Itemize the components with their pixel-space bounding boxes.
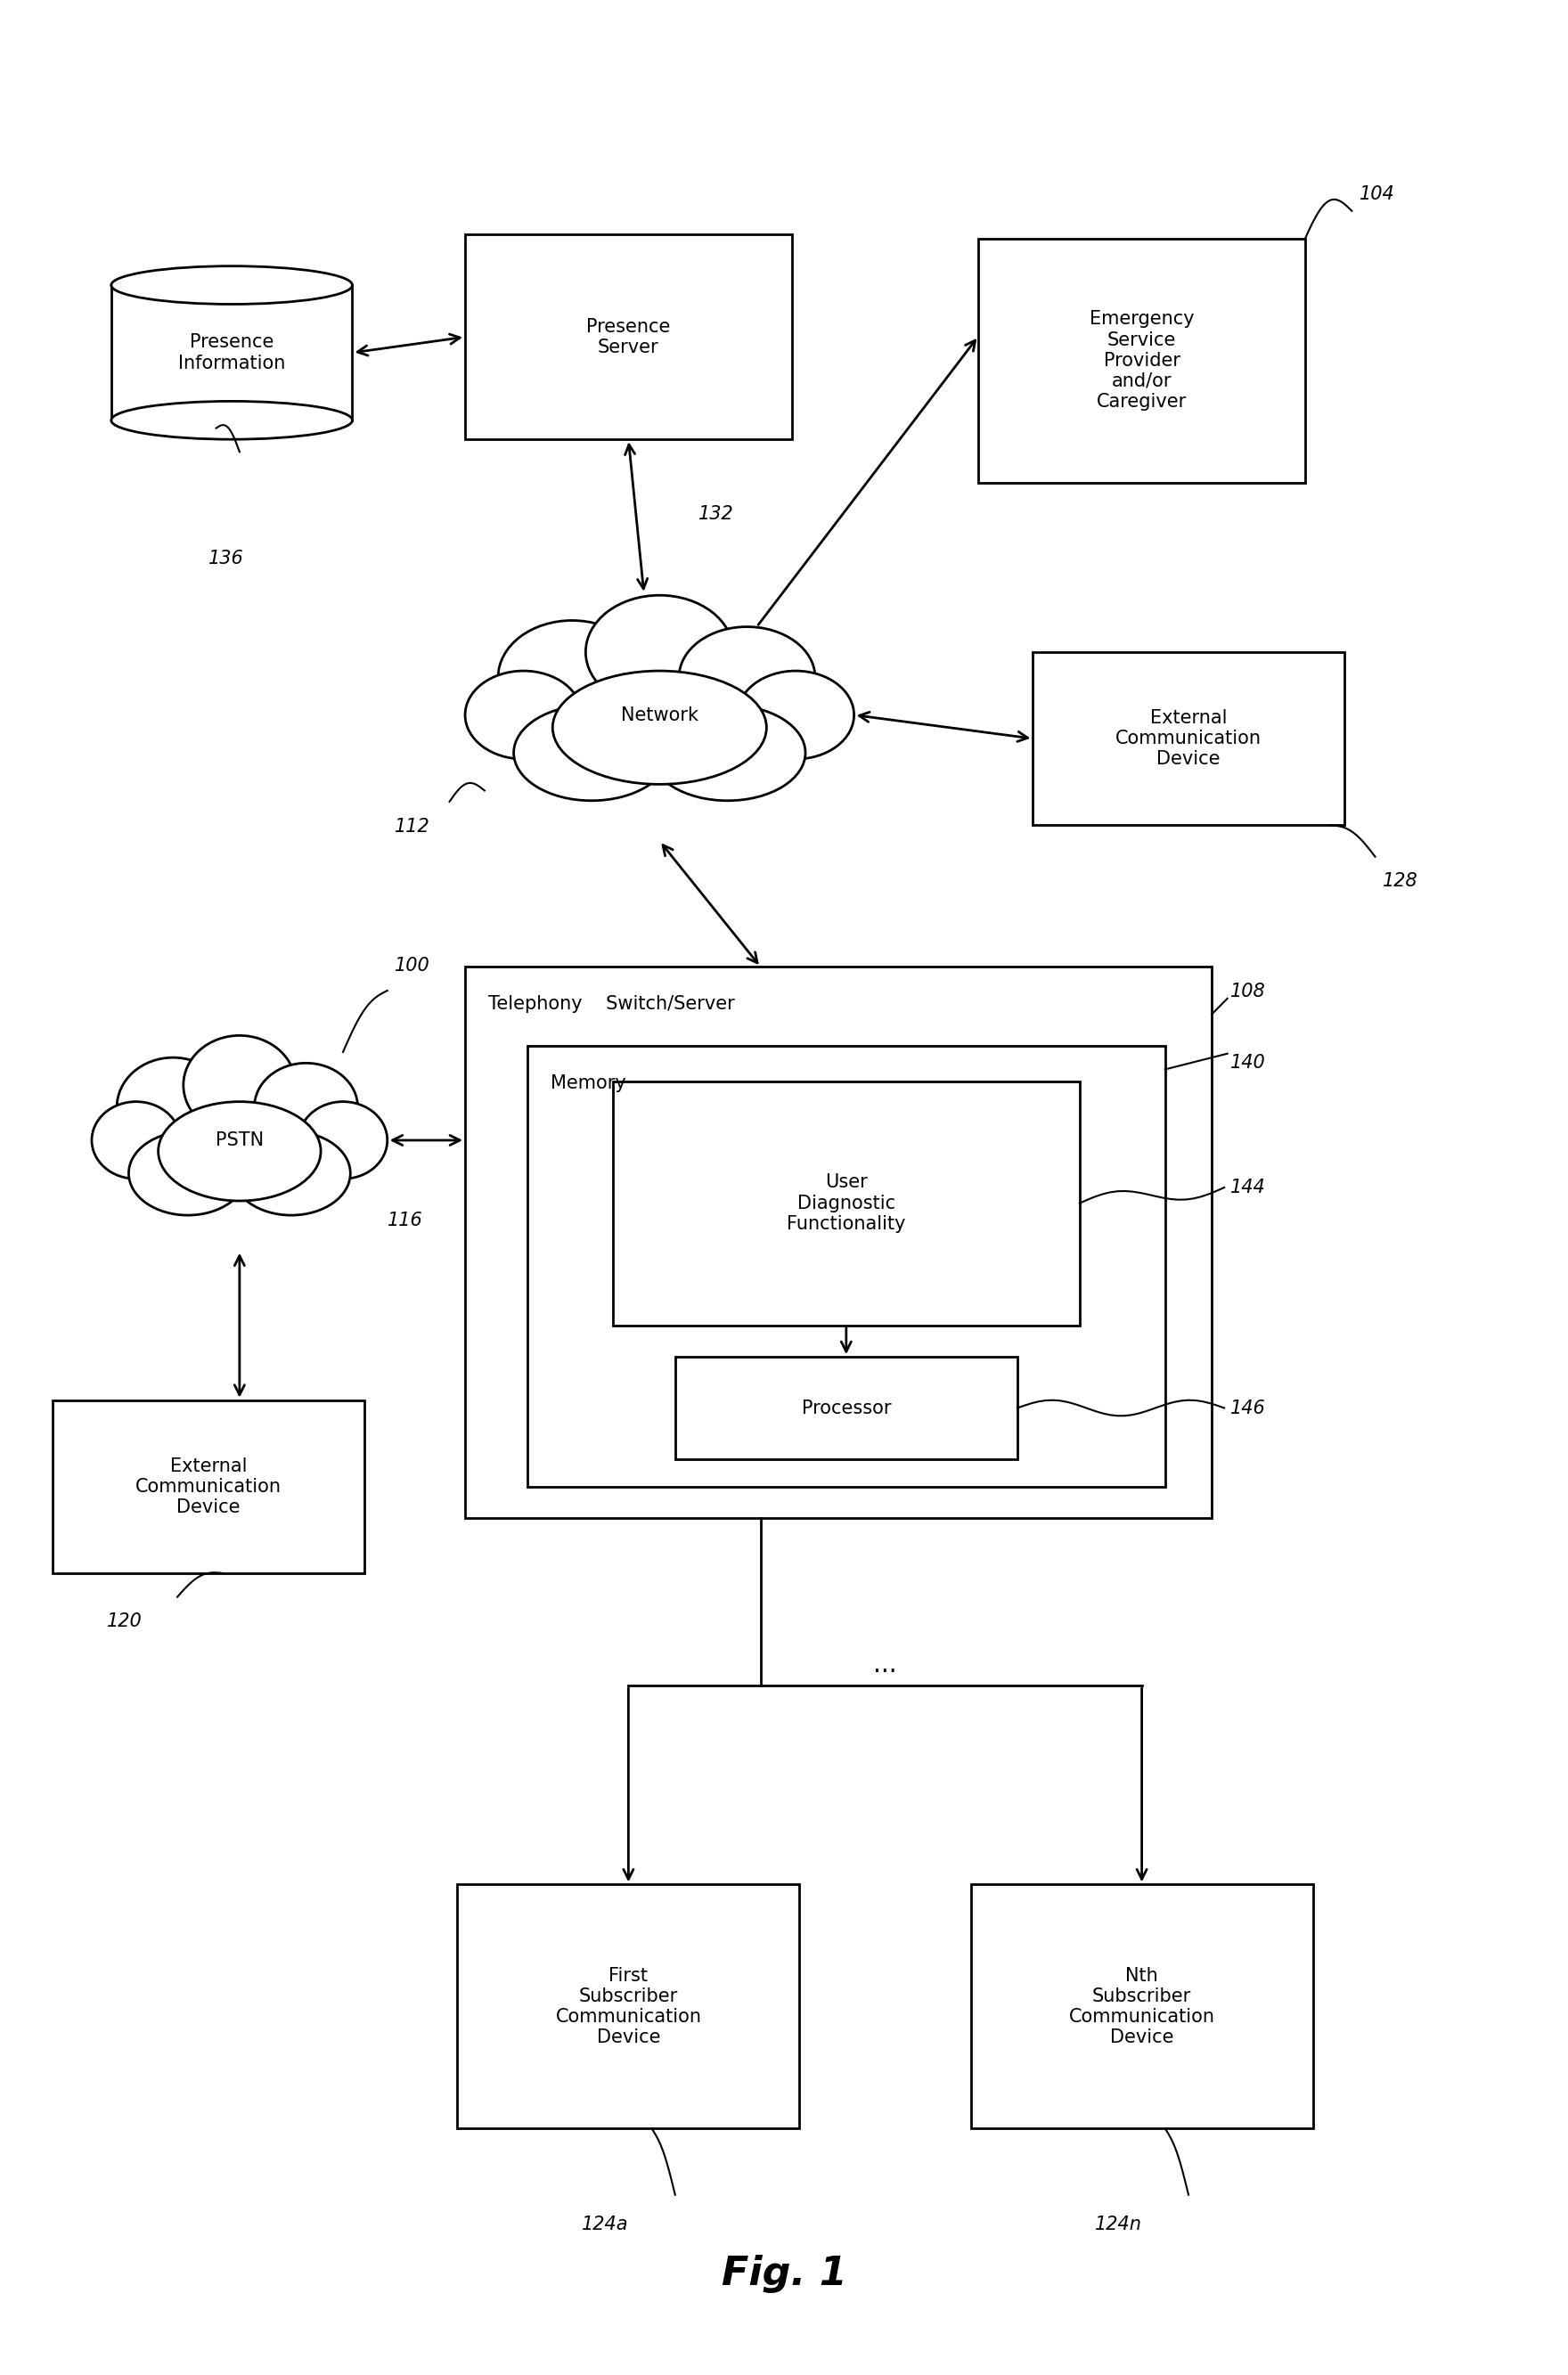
Text: User
Diagnostic
Functionality: User Diagnostic Functionality — [787, 1173, 906, 1233]
FancyBboxPatch shape — [466, 967, 1212, 1518]
Text: Processor: Processor — [801, 1399, 891, 1418]
FancyBboxPatch shape — [1033, 653, 1344, 824]
FancyBboxPatch shape — [676, 1356, 1018, 1458]
FancyBboxPatch shape — [458, 1883, 800, 2128]
FancyBboxPatch shape — [527, 1045, 1165, 1487]
Text: 116: 116 — [387, 1211, 423, 1228]
Text: 112: 112 — [395, 817, 431, 836]
Text: Memory: Memory — [550, 1073, 626, 1092]
Text: 100: 100 — [395, 957, 431, 974]
Text: 146: 146 — [1231, 1399, 1265, 1418]
Text: External
Communication
Device: External Communication Device — [135, 1458, 282, 1515]
Text: 124a: 124a — [582, 2216, 629, 2232]
Text: Telephony    Switch/Server: Telephony Switch/Server — [488, 995, 735, 1014]
Ellipse shape — [111, 266, 353, 304]
Text: 132: 132 — [698, 506, 734, 522]
Text: Network: Network — [621, 705, 698, 724]
Text: 104: 104 — [1359, 185, 1396, 204]
Text: First
Subscriber
Communication
Device: First Subscriber Communication Device — [555, 1966, 701, 2047]
Text: Presence
Server: Presence Server — [586, 318, 671, 356]
Text: 128: 128 — [1383, 872, 1419, 891]
FancyBboxPatch shape — [613, 1081, 1080, 1325]
Text: 120: 120 — [107, 1613, 143, 1632]
Ellipse shape — [111, 401, 353, 439]
Text: Fig. 1: Fig. 1 — [721, 2256, 847, 2294]
FancyBboxPatch shape — [53, 1401, 364, 1572]
FancyBboxPatch shape — [111, 285, 353, 420]
FancyBboxPatch shape — [978, 238, 1305, 482]
Text: 140: 140 — [1231, 1054, 1265, 1071]
Ellipse shape — [114, 268, 350, 302]
Text: 108: 108 — [1231, 983, 1265, 1000]
FancyBboxPatch shape — [971, 1883, 1312, 2128]
FancyBboxPatch shape — [466, 235, 792, 439]
Text: ...: ... — [873, 1653, 897, 1677]
Text: Emergency
Service
Provider
and/or
Caregiver: Emergency Service Provider and/or Caregi… — [1090, 311, 1195, 411]
Text: External
Communication
Device: External Communication Device — [1115, 710, 1262, 767]
Text: Presence
Information: Presence Information — [179, 332, 285, 373]
Text: 124n: 124n — [1094, 2216, 1142, 2232]
Text: PSTN: PSTN — [215, 1130, 263, 1149]
Text: 136: 136 — [209, 549, 245, 568]
Text: Nth
Subscriber
Communication
Device: Nth Subscriber Communication Device — [1069, 1966, 1215, 2047]
Text: 144: 144 — [1231, 1178, 1265, 1197]
